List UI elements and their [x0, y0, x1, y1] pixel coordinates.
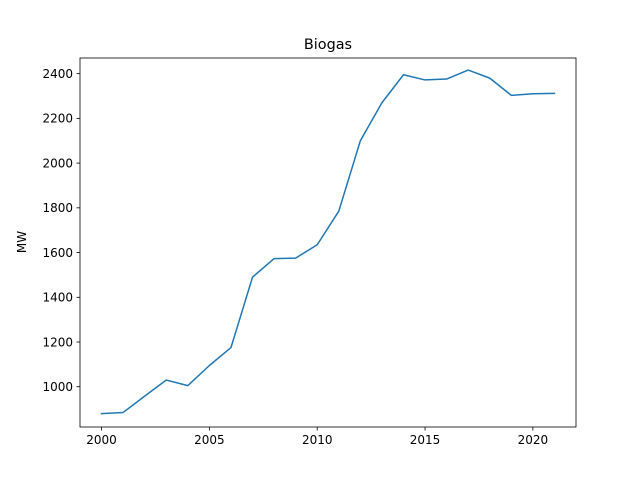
plot-frame: [79, 57, 577, 428]
y-tick-label: 1800: [42, 201, 73, 215]
y-tick-label: 1200: [42, 335, 73, 349]
y-tick-label: 1400: [42, 291, 73, 305]
y-tick-label: 2000: [42, 156, 73, 170]
x-tick-label: 2010: [302, 433, 333, 447]
x-tick-label: 2020: [518, 433, 549, 447]
chart-title: Biogas: [304, 37, 352, 53]
y-axis: 1000 1200 1400 1600 1800 2000 2200 2400: [42, 67, 80, 394]
series-layer: [100, 69, 556, 415]
plot-area: [79, 57, 577, 428]
x-tick-label: 2015: [410, 433, 441, 447]
x-tick-label: 2005: [194, 433, 225, 447]
series-line: [100, 69, 556, 415]
y-tick-label: 2400: [42, 67, 73, 81]
y-tick-label: 1600: [42, 246, 73, 260]
x-tick-label: 2000: [86, 433, 117, 447]
y-tick-label: 2200: [42, 112, 73, 126]
y-axis-label: MW: [15, 231, 29, 253]
x-axis: 2000 2005 2010 2015 2020: [86, 427, 548, 447]
y-tick-label: 1000: [42, 380, 73, 394]
